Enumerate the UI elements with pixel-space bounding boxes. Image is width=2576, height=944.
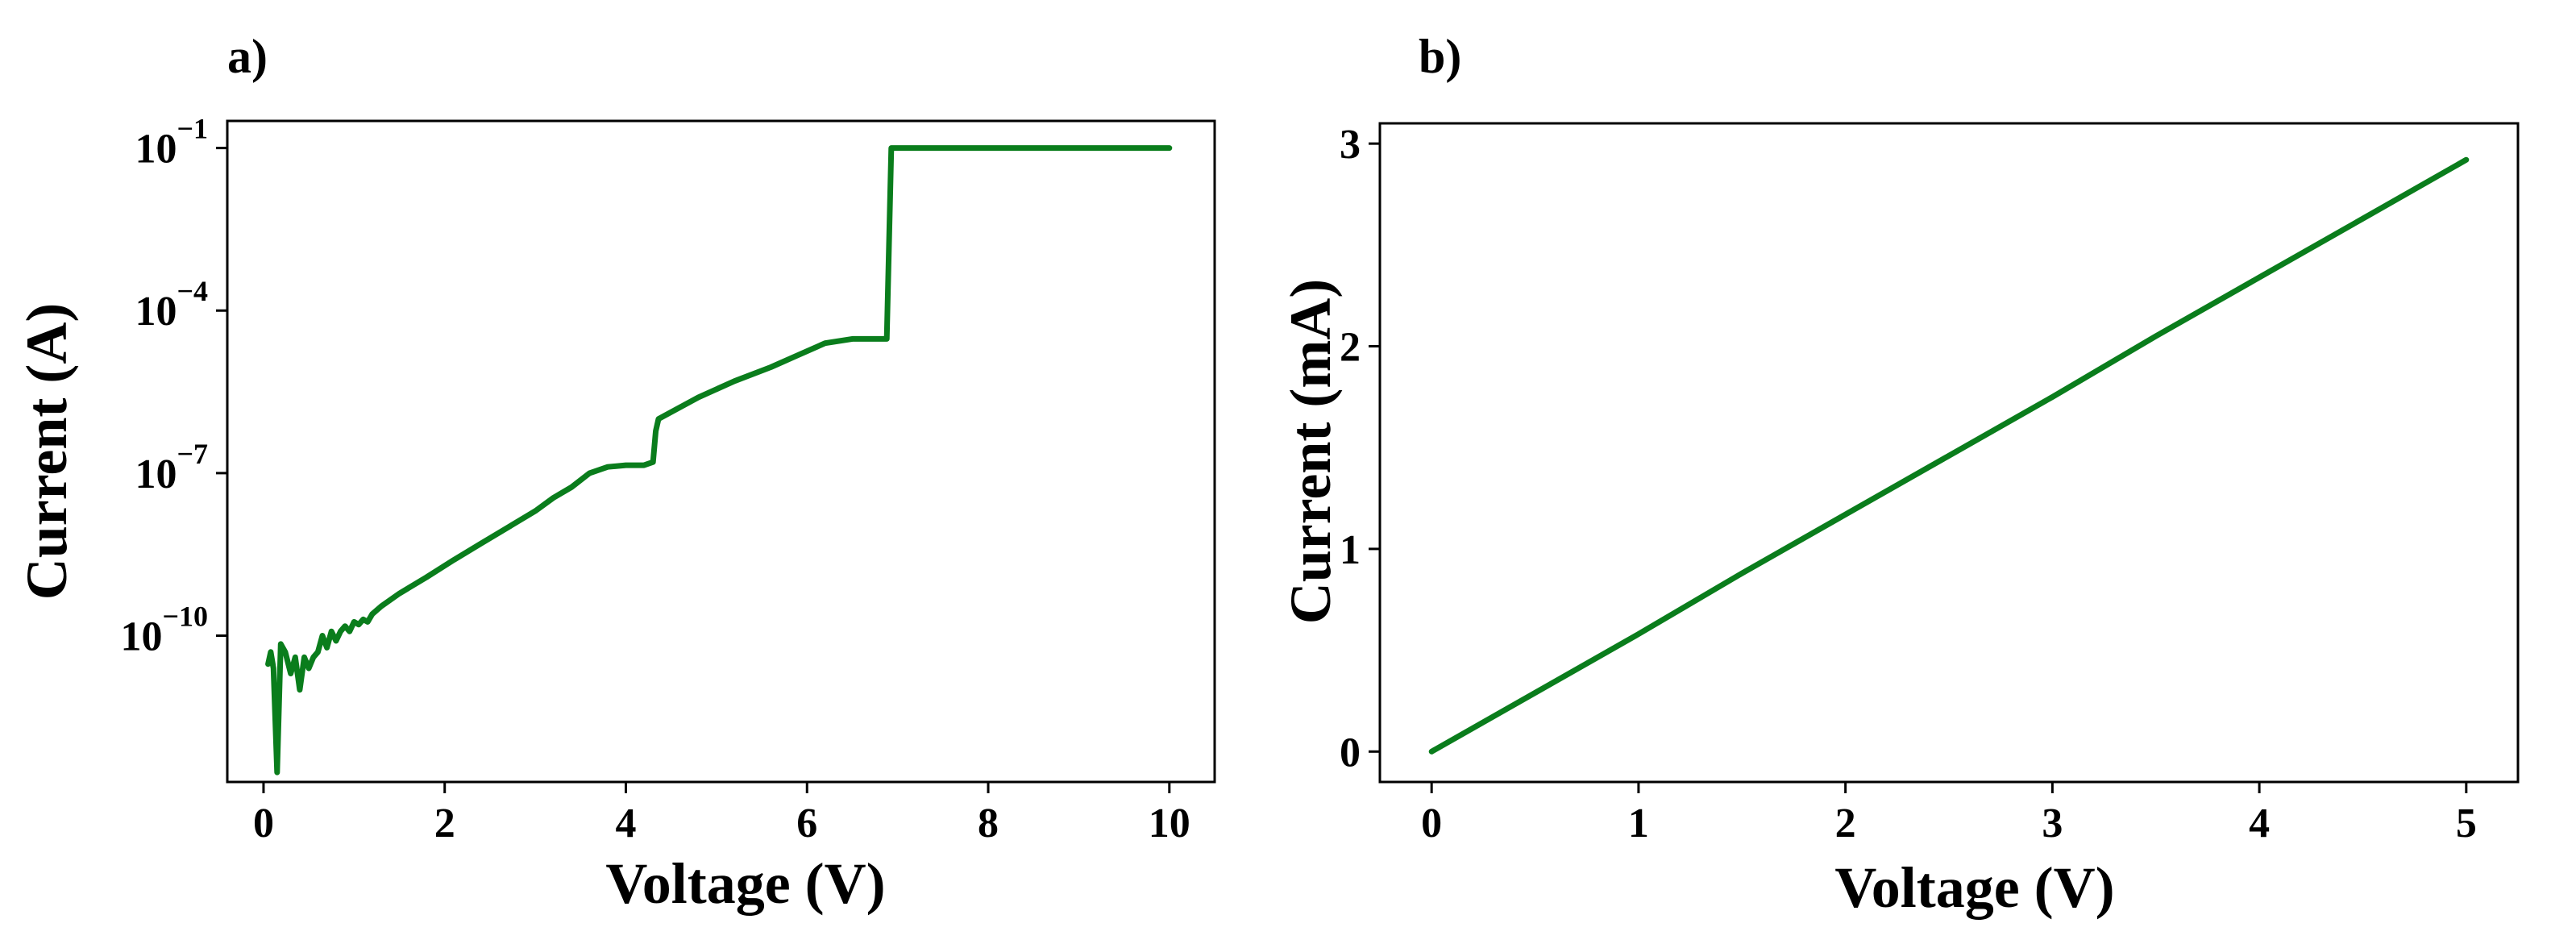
y-tick-label: 3 — [1340, 122, 1361, 168]
panel-a-label: a) — [227, 30, 268, 83]
panel-b-ylabel: Current (mA) — [1278, 279, 1343, 625]
panel-b-ticks: 0 1 2 3 4 5 0 1 2 3 — [1340, 122, 2477, 846]
x-tick-label: 4 — [615, 801, 636, 846]
y-tick-label: 10−10 — [120, 601, 208, 660]
y-tick-label: 1 — [1340, 527, 1361, 573]
panel-a-frame — [226, 119, 1216, 784]
x-tick-label: 6 — [796, 801, 817, 846]
x-tick-label: 1 — [1628, 801, 1649, 846]
panel-b-label: b) — [1419, 30, 1461, 83]
y-tick-label: 10−4 — [135, 275, 208, 335]
x-tick-label: 0 — [1421, 801, 1442, 846]
y-tick-label: 10−7 — [135, 438, 208, 497]
panel-a-ylabel: Current (A) — [15, 303, 79, 601]
panel-a-ticks: 0 2 4 6 8 10 10−10 10−7 10−4 10−1 — [120, 113, 1190, 846]
y-tick-label: 0 — [1340, 730, 1361, 776]
panel-a-chart: a) Current (A) Voltage (V) 0 2 4 6 8 10 10−10 1… — [15, 30, 1216, 916]
panel-b-xlabel: Voltage (V) — [1834, 855, 2114, 920]
x-tick-label: 10 — [1149, 801, 1190, 846]
panel-b-frame — [1378, 122, 2520, 784]
x-tick-label: 0 — [253, 801, 274, 846]
x-tick-label: 5 — [2456, 801, 2477, 846]
panel-a-series-line — [265, 145, 1173, 776]
panel-b-chart: b) Current (mA) Voltage (V) 0 1 2 3 4 5 0 1 2 3 — [1278, 30, 2520, 920]
y-tick-label: 10−1 — [135, 113, 208, 173]
x-tick-label: 8 — [978, 801, 999, 846]
y-tick-label: 2 — [1340, 325, 1361, 371]
x-tick-label: 4 — [2249, 801, 2270, 846]
panel-b-series-line — [1428, 156, 2470, 755]
panel-a-xlabel: Voltage (V) — [605, 851, 885, 916]
x-tick-label: 2 — [1835, 801, 1856, 846]
x-tick-label: 3 — [2042, 801, 2063, 846]
x-tick-label: 2 — [434, 801, 455, 846]
